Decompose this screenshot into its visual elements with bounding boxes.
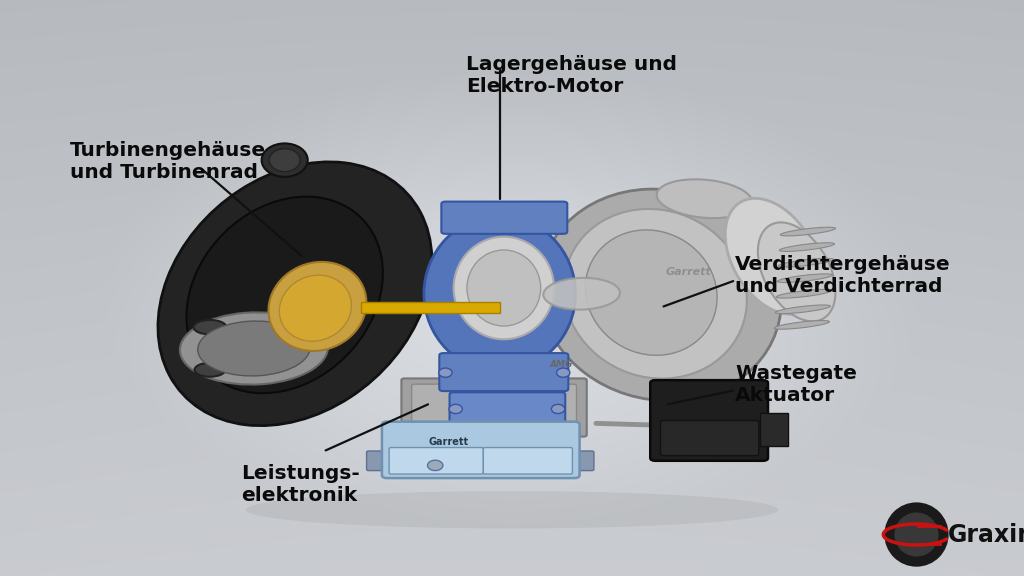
FancyBboxPatch shape [412, 384, 577, 431]
Text: Verdichtergehäuse
und Verdichterrad: Verdichtergehäuse und Verdichterrad [735, 255, 951, 295]
Ellipse shape [557, 368, 569, 377]
Ellipse shape [449, 404, 463, 414]
FancyBboxPatch shape [401, 378, 587, 437]
Ellipse shape [758, 222, 836, 321]
Ellipse shape [725, 198, 821, 314]
FancyBboxPatch shape [650, 380, 768, 461]
Text: AMG: AMG [550, 359, 572, 369]
Ellipse shape [438, 368, 453, 377]
FancyBboxPatch shape [382, 422, 580, 478]
Ellipse shape [540, 189, 781, 401]
Ellipse shape [280, 275, 351, 341]
FancyBboxPatch shape [569, 451, 594, 471]
FancyBboxPatch shape [483, 448, 572, 474]
Ellipse shape [194, 320, 226, 334]
Ellipse shape [246, 491, 778, 529]
Ellipse shape [586, 230, 717, 355]
Ellipse shape [268, 262, 367, 351]
Text: Turbinengehäuse
und Turbinenrad: Turbinengehäuse und Turbinenrad [70, 141, 266, 182]
Ellipse shape [186, 196, 383, 393]
FancyBboxPatch shape [439, 353, 568, 391]
Ellipse shape [775, 305, 830, 314]
Ellipse shape [424, 216, 575, 372]
Ellipse shape [428, 460, 442, 471]
Bar [760, 413, 788, 446]
Ellipse shape [195, 363, 225, 377]
Ellipse shape [158, 162, 432, 426]
Text: Graxin: Graxin [948, 522, 1024, 547]
FancyBboxPatch shape [660, 420, 759, 456]
Ellipse shape [777, 274, 833, 283]
FancyBboxPatch shape [441, 202, 567, 234]
Ellipse shape [198, 321, 310, 376]
FancyBboxPatch shape [367, 451, 391, 471]
Ellipse shape [467, 250, 541, 326]
Ellipse shape [776, 289, 831, 298]
Ellipse shape [552, 404, 565, 414]
Text: Garrett: Garrett [428, 437, 469, 448]
Text: Lagergehäuse und
Elektro-Motor: Lagergehäuse und Elektro-Motor [466, 55, 677, 96]
Text: Leistungs-
elektronik: Leistungs- elektronik [241, 464, 359, 505]
Ellipse shape [454, 237, 554, 339]
FancyBboxPatch shape [450, 392, 565, 426]
Ellipse shape [269, 149, 300, 172]
Ellipse shape [180, 312, 328, 385]
Ellipse shape [656, 179, 753, 218]
Ellipse shape [262, 143, 308, 177]
Text: Wastegate
Aktuator: Wastegate Aktuator [735, 364, 857, 405]
FancyBboxPatch shape [389, 448, 483, 474]
Ellipse shape [564, 209, 746, 378]
Ellipse shape [894, 511, 939, 558]
Ellipse shape [779, 242, 835, 252]
Ellipse shape [774, 320, 829, 329]
Bar [361, 302, 500, 313]
Text: Garrett: Garrett [666, 267, 711, 277]
Ellipse shape [886, 504, 947, 565]
Ellipse shape [544, 278, 620, 310]
Ellipse shape [778, 258, 834, 267]
Ellipse shape [780, 227, 836, 236]
